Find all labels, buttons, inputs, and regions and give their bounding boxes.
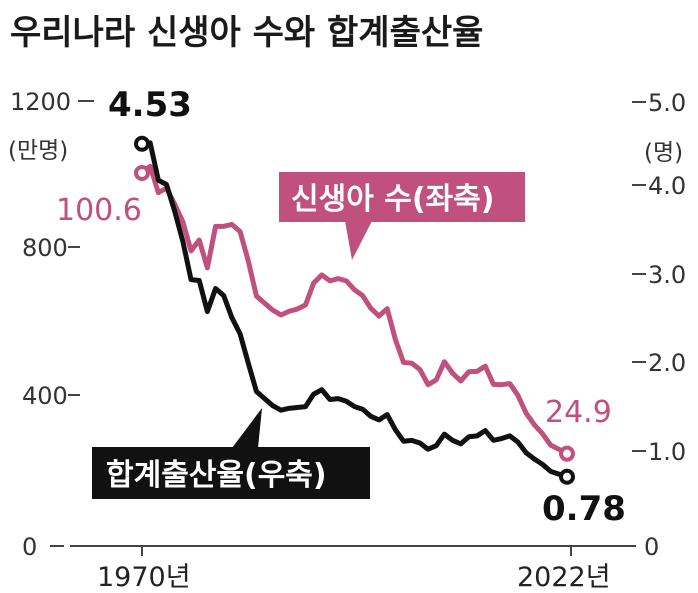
tfr-end-point <box>559 468 575 485</box>
x-tick-end: 2022년 <box>517 562 611 593</box>
legend-tfr-pointer <box>232 408 262 448</box>
left-axis: (만명) 0 400 800 1200 <box>8 88 94 561</box>
tfr-start-point <box>134 135 150 152</box>
right-tick-3: 3.0 <box>648 261 686 289</box>
x-tick-start: 1970년 <box>97 562 191 593</box>
series-line-tfr <box>139 140 570 480</box>
legend-tfr-label: 합계출산율(우축) <box>106 458 327 493</box>
legend-tfr: 합계출산율(우축) <box>92 408 370 499</box>
tfr-end-label: 0.78 <box>542 489 626 529</box>
legend-births-box <box>279 172 525 222</box>
legend-tfr-box <box>92 447 370 499</box>
right-tick-4: 4.0 <box>648 172 686 200</box>
births-end-point <box>559 445 575 462</box>
right-tick-0: 0 <box>644 533 659 561</box>
legend-births: 신생아 수(좌축) <box>279 172 525 260</box>
right-tick-2: 2.0 <box>648 349 686 377</box>
series-line-births <box>139 163 570 457</box>
births-start-label: 100.6 <box>56 193 142 228</box>
left-tick-1200: 1200 <box>10 88 71 116</box>
x-axis: 1970년 2022년 <box>70 545 636 593</box>
left-tick-800: 800 <box>22 234 68 262</box>
births-start-point <box>134 164 150 181</box>
births-end-label: 24.9 <box>545 395 612 430</box>
chart-title: 우리나라 신생아 수와 합계출산율 <box>10 13 483 53</box>
right-axis: (명) 5.0 4.0 3.0 2.0 1.0 0 <box>632 89 686 561</box>
tfr-start-label: 4.53 <box>108 85 192 125</box>
legend-births-label: 신생아 수(좌축) <box>291 182 494 217</box>
right-axis-unit: (명) <box>644 140 683 166</box>
right-tick-1: 1.0 <box>648 438 686 466</box>
left-tick-0: 0 <box>22 533 37 561</box>
left-tick-400: 400 <box>22 382 68 410</box>
legend-births-pointer <box>345 221 372 260</box>
right-tick-5: 5.0 <box>648 89 686 117</box>
left-axis-unit: (만명) <box>8 138 68 164</box>
